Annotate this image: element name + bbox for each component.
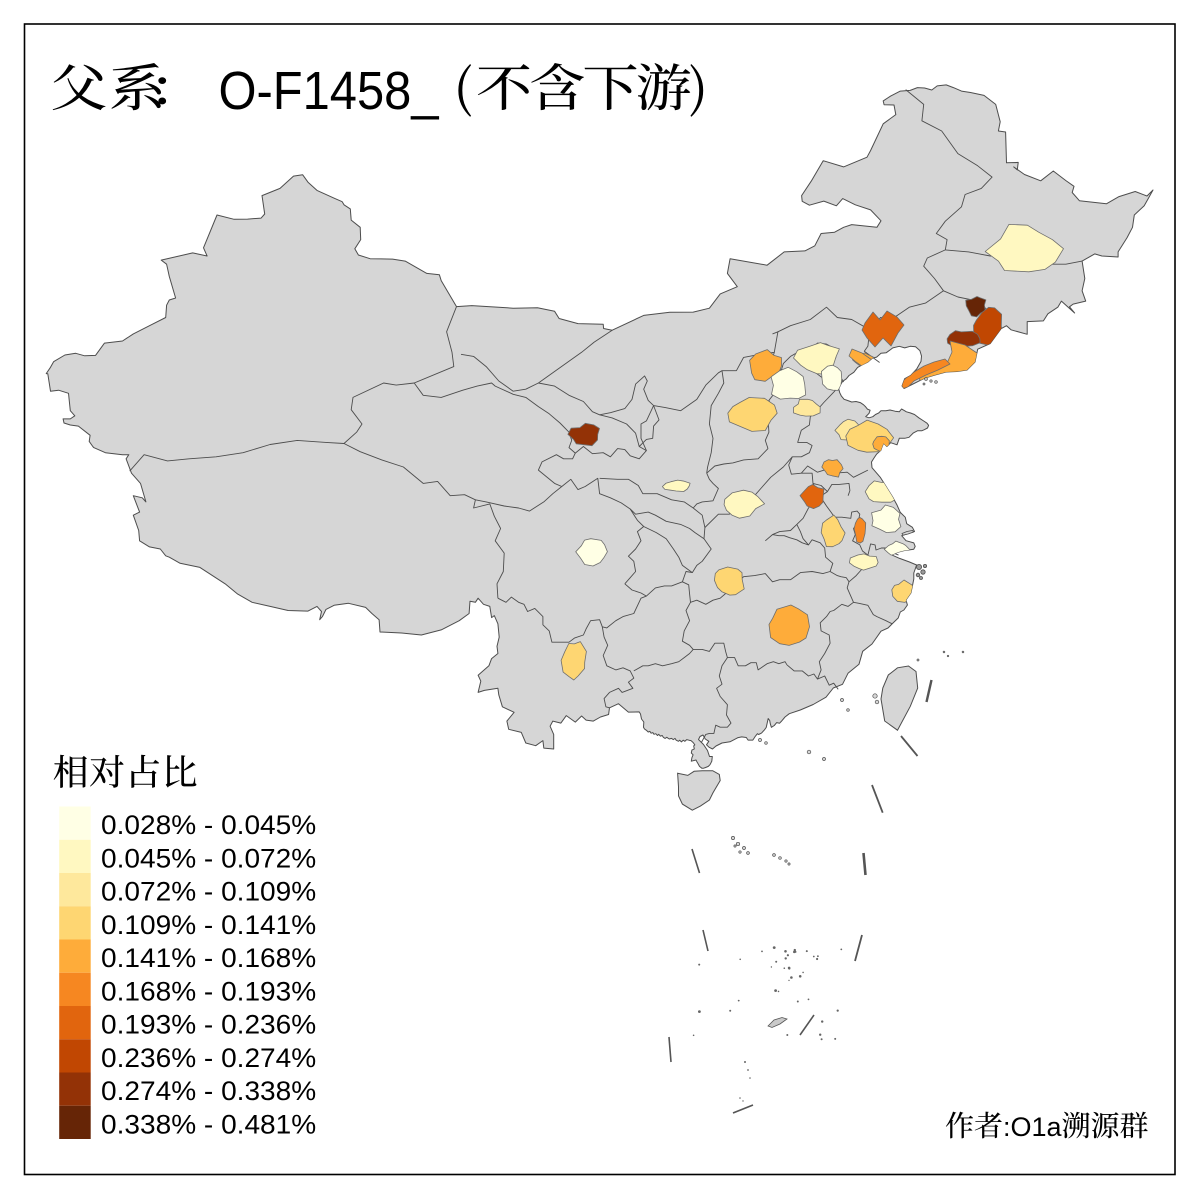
svg-text:0.193% - 0.236%: 0.193% - 0.236% — [101, 1010, 316, 1040]
svg-text:0.141% - 0.168%: 0.141% - 0.168% — [101, 943, 316, 973]
svg-text:0.109% - 0.141%: 0.109% - 0.141% — [101, 910, 316, 940]
svg-text:0.072% - 0.109%: 0.072% - 0.109% — [101, 877, 316, 907]
svg-text:0.168% - 0.193%: 0.168% - 0.193% — [101, 976, 316, 1006]
svg-text::O1a: :O1a — [1003, 1112, 1063, 1142]
svg-text:0.236% - 0.274%: 0.236% - 0.274% — [101, 1043, 316, 1073]
svg-text:0.338% - 0.481%: 0.338% - 0.481% — [101, 1109, 316, 1139]
svg-text:O-F1458_: O-F1458_ — [219, 62, 440, 121]
svg-text:0.045% - 0.072%: 0.045% - 0.072% — [101, 843, 316, 873]
svg-text:0.274% - 0.338%: 0.274% - 0.338% — [101, 1076, 316, 1106]
svg-text:0.028% - 0.045%: 0.028% - 0.045% — [101, 810, 316, 840]
